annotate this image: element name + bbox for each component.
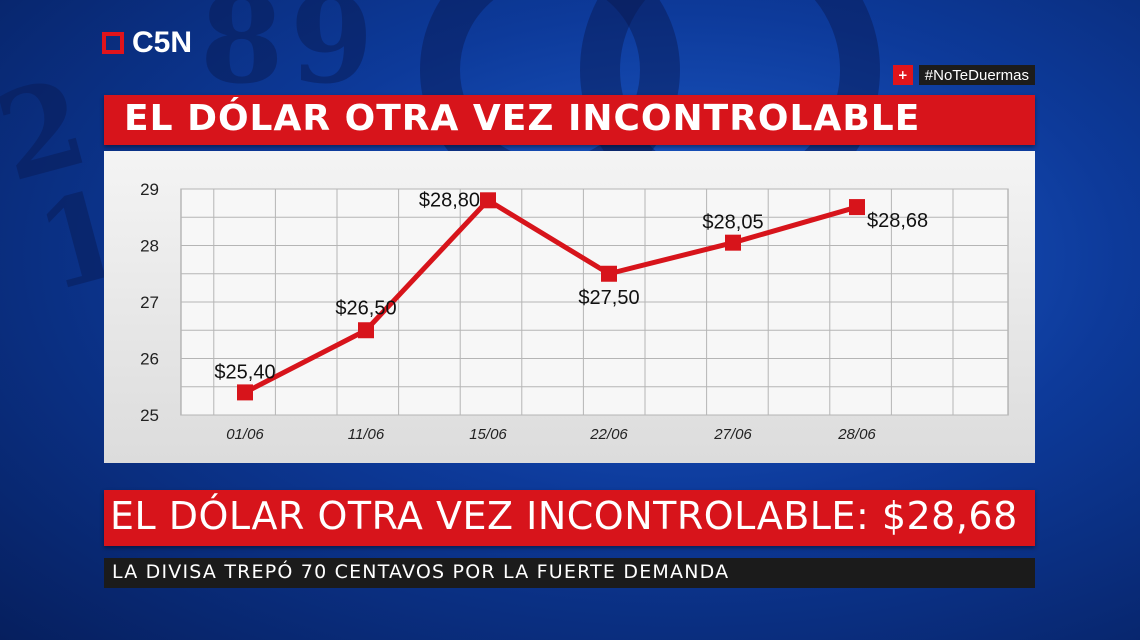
data-point (601, 265, 617, 282)
x-tick-label: 01/06 (226, 426, 264, 443)
y-tick-label: 25 (140, 406, 159, 425)
top-banner-title: EL DÓLAR OTRA VEZ INCONTROLABLE (124, 98, 921, 139)
y-tick-label: 28 (140, 237, 159, 256)
data-point (358, 322, 374, 339)
data-label: $28,80 (419, 189, 480, 211)
bottom-headline: EL DÓLAR OTRA VEZ INCONTROLABLE: $28,68 (110, 494, 1018, 538)
bottom-headline-banner: EL DÓLAR OTRA VEZ INCONTROLABLE: $28,68 (104, 490, 1035, 546)
data-label: $28,68 (867, 210, 928, 232)
data-point (237, 384, 253, 401)
hashtag-label: #NoTeDuermas (918, 65, 1035, 85)
line-chart: 25 26 27 28 29 01/06 11/06 15/06 22/06 27/06 28/06… (140, 180, 1009, 443)
x-tick-label: 11/06 (348, 426, 385, 443)
data-label: $26,50 (335, 297, 396, 319)
logo-text: C5N (132, 26, 193, 59)
data-label: $28,05 (702, 212, 763, 234)
x-tick-label: 22/06 (589, 426, 628, 443)
hashtag-bug: + #NoTeDuermas (892, 65, 1035, 85)
sub-headline-bar: LA DIVISA TREPÓ 70 CENTAVOS POR LA FUERT… (104, 558, 1035, 588)
sub-headline: LA DIVISA TREPÓ 70 CENTAVOS POR LA FUERT… (112, 561, 730, 583)
x-tick-label: 27/06 (713, 426, 752, 443)
data-label: $27,50 (578, 287, 639, 309)
series-line (243, 197, 858, 395)
y-tick-label: 27 (140, 293, 159, 312)
plus-icon: + (892, 65, 913, 85)
data-label: $25,40 (214, 361, 275, 383)
channel-logo: C5N (102, 26, 192, 60)
top-title-banner: EL DÓLAR OTRA VEZ INCONTROLABLE (104, 95, 1035, 145)
y-tick-label: 26 (140, 350, 159, 369)
logo-square-icon (102, 32, 124, 54)
y-tick-label: 29 (140, 180, 159, 199)
x-tick-label: 15/06 (469, 426, 507, 443)
chart-panel: 25 26 27 28 29 01/06 11/06 15/06 22/06 27/06 28/06… (104, 151, 1035, 463)
data-point (480, 192, 496, 209)
data-point (849, 199, 865, 216)
x-tick-label: 28/06 (837, 426, 876, 443)
data-point (725, 234, 741, 251)
